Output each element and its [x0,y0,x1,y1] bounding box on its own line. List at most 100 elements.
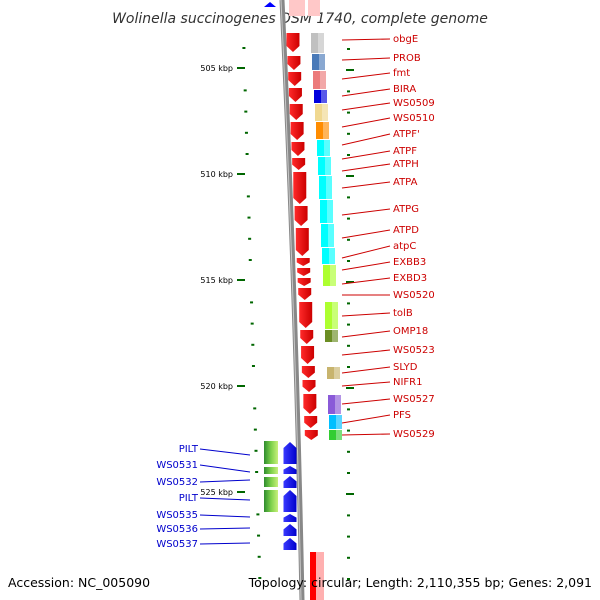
forward-gene-label[interactable]: WS0523 [393,345,435,356]
scale-dot [347,196,350,199]
forward-gene-label[interactable]: ATPD [393,225,419,236]
cog-bar-highlight [327,200,333,223]
forward-gene-label[interactable]: ATPF [393,146,417,157]
scale-dot [347,48,350,50]
reverse-gene-label[interactable]: WS0536 [156,524,198,535]
scale-dot [347,302,350,305]
forward-gene-label[interactable]: NIFR1 [393,377,423,388]
cog-partial [308,0,320,16]
tick-label: 510 kbp [200,170,233,179]
scale-dot [258,577,262,579]
cog-color-bars [311,33,342,440]
scale-dot [347,556,350,559]
reverse-gene-arrow [283,514,297,522]
scale-dot [257,555,261,558]
forward-gene-arrow [292,158,306,170]
forward-gene-label[interactable]: WS0510 [393,113,435,124]
scale-dots [242,47,350,580]
cog-bar [327,367,340,379]
reverse-gene-arrow [283,538,297,550]
cog-bar-highlight [332,302,338,329]
scale-dot [253,407,257,410]
forward-gene-arrow [301,366,315,378]
cog-bar [325,330,338,342]
topology-text: Topology: circular; Length: 2,110,355 bp… [248,575,592,590]
forward-gene-arrow [291,142,305,156]
forward-gene-leader [341,277,391,285]
cog-bar-highlight [323,122,329,139]
forward-gene-label[interactable]: ATPA [393,177,418,188]
cog-bar [312,54,325,70]
reverse-gene-arrow [283,476,297,488]
forward-gene-label[interactable]: OMP18 [393,326,428,337]
cog-bar [329,415,342,429]
scale-dot [347,429,350,432]
forward-gene-label[interactable]: ATPF' [393,129,420,140]
forward-gene-leader [341,398,391,405]
forward-gene-leader [341,88,391,97]
reverse-gene-label[interactable]: PILT [179,493,199,504]
scale-dot [347,514,350,517]
forward-gene-arrow [295,228,309,256]
scale-dot [347,260,350,262]
scale-dot [255,471,259,473]
scale-dot [251,365,255,367]
reverse-gene-leader [199,497,251,501]
forward-gene-arrow [303,394,317,414]
forward-gene-label[interactable]: SLYD [393,362,418,373]
forward-gene-label[interactable]: WS0527 [393,394,435,405]
scale-dot [251,343,255,346]
forward-gene-label[interactable]: EXBD3 [393,273,427,284]
cog-bar-highlight [336,415,342,429]
forward-gene-label[interactable]: WS0529 [393,429,435,440]
scale-dot [347,450,350,453]
forward-gene-arrow [299,302,313,328]
cog-bar-highlight [335,395,341,414]
forward-gene-label[interactable]: atpC [393,241,416,252]
reverse-gene-label[interactable]: WS0535 [156,510,198,521]
reverse-gene-label[interactable]: PILT [179,444,199,455]
forward-gene-label[interactable]: obgE [393,34,418,45]
forward-genes: obgE PROB fmt BIRA WS0509 WS0510 ATPF' ATPF ATPH… [286,33,435,440]
forward-gene-arrow [300,330,314,344]
forward-gene-arrow [288,72,302,86]
forward-gene-leader [341,312,391,317]
cog-bar [315,104,328,121]
forward-gene-partial-bottom-shade [316,552,324,600]
reverse-gene-label[interactable]: WS0537 [156,539,198,550]
forward-gene-label[interactable]: PFS [393,410,411,421]
forward-gene-label[interactable]: PROB [393,53,421,64]
reverse-gene-partial [264,2,276,7]
genome-backbone [279,0,305,600]
forward-gene-arrow [304,416,318,428]
forward-gene-arrow [296,258,310,266]
scale-dot [250,301,254,304]
cog-bar-highlight [318,33,324,53]
forward-gene-label[interactable]: WS0509 [393,98,435,109]
cog-bar [311,33,324,53]
forward-gene-label[interactable]: tolB [393,308,413,319]
cog-bar [328,395,341,414]
forward-gene-label[interactable]: ATPG [393,204,419,215]
cog-bar [313,71,326,89]
forward-gene-label[interactable]: WS0520 [393,290,435,301]
reverse-gene-label[interactable]: WS0532 [156,477,198,488]
forward-gene-leader [341,117,391,128]
forward-gene-arrow [287,56,301,70]
scale-dot [347,366,350,368]
cog-bar-highlight [330,265,336,286]
forward-gene-label[interactable]: fmt [393,68,410,79]
forward-gene-label[interactable]: ATPH [393,159,419,170]
forward-gene-label[interactable]: BIRA [393,84,416,95]
scale-dot [347,344,350,347]
reverse-gene-label[interactable]: WS0531 [156,460,198,471]
forward-gene-label[interactable]: EXBB3 [393,257,426,268]
scale-dot [254,449,258,452]
forward-gene-arrow [302,380,316,392]
scale-dot [347,154,350,156]
tick-label: 505 kbp [200,64,233,73]
forward-gene-arrow [286,33,300,52]
forward-gene-leader [341,245,391,259]
reverse-cog-bar [264,467,278,474]
accession-text: Accession: NC_005090 [8,575,150,590]
